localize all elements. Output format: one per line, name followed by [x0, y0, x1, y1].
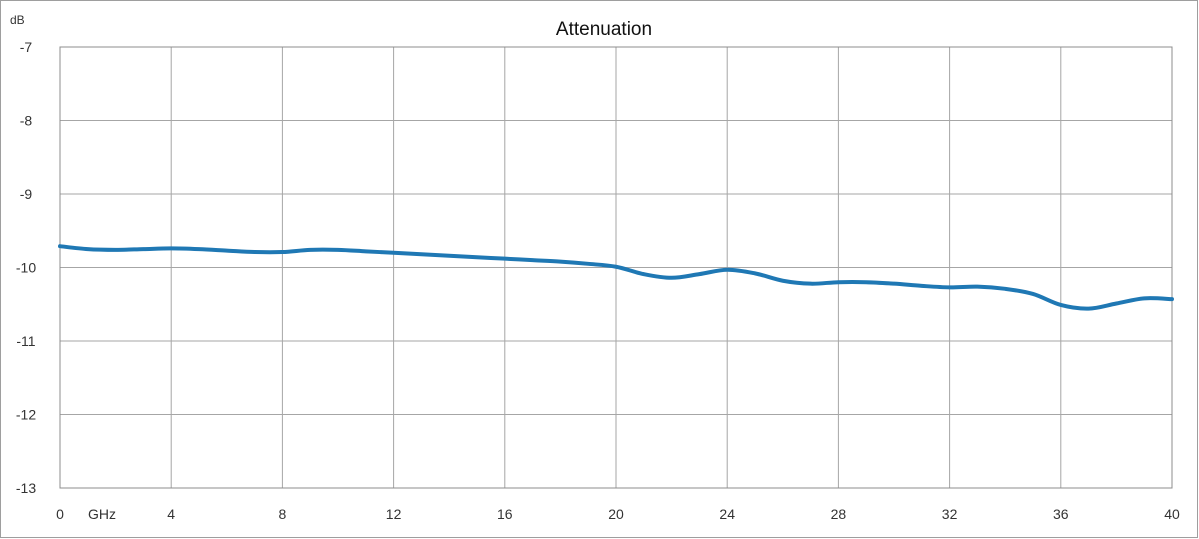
x-tick-label: 24	[719, 506, 735, 522]
y-tick-label: -11	[16, 333, 35, 349]
y-tick-label: -10	[16, 260, 36, 276]
y-tick-label: -12	[16, 407, 36, 423]
x-tick-label: 20	[608, 506, 624, 522]
x-tick-label: 0	[56, 506, 64, 522]
x-tick-label: 16	[497, 506, 513, 522]
x-tick-labels: 0 4 8 12 16 20 24 28 32 36 40	[56, 506, 1180, 522]
x-tick-label: 12	[386, 506, 402, 522]
x-tick-label: 28	[831, 506, 847, 522]
y-unit-label: dB	[10, 13, 25, 27]
y-tick-label: -7	[20, 39, 33, 55]
x-tick-label: 32	[942, 506, 958, 522]
x-tick-label: 4	[167, 506, 175, 522]
y-tick-label: -13	[16, 480, 36, 496]
x-tick-label: 8	[279, 506, 287, 522]
series-layer	[58, 244, 1174, 311]
x-tick-label: 40	[1164, 506, 1180, 522]
chart-title: Attenuation	[556, 19, 652, 40]
y-tick-label: -9	[20, 186, 33, 202]
attenuation-series-line	[58, 244, 1174, 311]
plot-area	[59, 46, 1173, 489]
y-tick-label: -8	[20, 113, 33, 129]
y-tick-labels: -7 -8 -9 -10 -11 -12 -13	[16, 39, 36, 496]
x-unit-label: GHz	[88, 506, 116, 522]
x-tick-label: 36	[1053, 506, 1069, 522]
